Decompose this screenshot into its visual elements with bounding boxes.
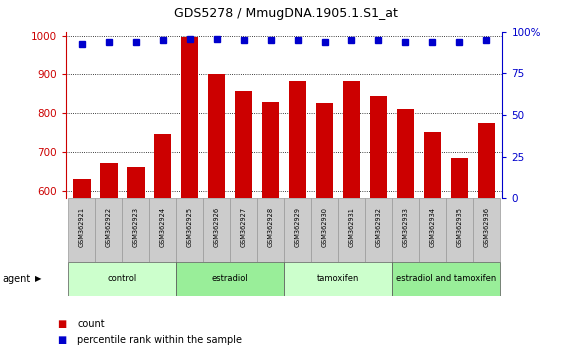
Text: GSM362926: GSM362926 [214, 207, 220, 247]
Text: GSM362927: GSM362927 [240, 207, 247, 247]
Text: GSM362930: GSM362930 [321, 207, 328, 247]
Text: GSM362921: GSM362921 [79, 207, 85, 247]
Text: agent: agent [3, 274, 31, 284]
Bar [73, 179, 91, 354]
Bar [69, 262, 176, 296]
Text: tamoxifen: tamoxifen [317, 274, 359, 283]
Text: GSM362935: GSM362935 [456, 207, 463, 247]
Text: ▶: ▶ [35, 274, 42, 283]
Bar [392, 262, 500, 296]
Text: percentile rank within the sample: percentile rank within the sample [77, 335, 242, 345]
Bar [127, 167, 144, 354]
Text: GDS5278 / MmugDNA.1905.1.S1_at: GDS5278 / MmugDNA.1905.1.S1_at [174, 7, 397, 20]
Bar [316, 103, 333, 354]
Text: ■: ■ [57, 319, 66, 329]
Text: GSM362931: GSM362931 [348, 207, 355, 247]
Text: GSM362933: GSM362933 [403, 207, 408, 247]
Bar [284, 198, 311, 262]
Bar [181, 37, 199, 354]
Text: control: control [108, 274, 137, 283]
Bar [392, 198, 419, 262]
Bar [338, 198, 365, 262]
Text: estradiol: estradiol [212, 274, 248, 283]
Text: GSM362936: GSM362936 [483, 207, 489, 247]
Bar [289, 81, 306, 354]
Bar [311, 198, 338, 262]
Bar [446, 198, 473, 262]
Bar [203, 198, 230, 262]
Bar [284, 262, 392, 296]
Bar [69, 198, 95, 262]
Text: GSM362932: GSM362932 [376, 207, 381, 247]
Bar [235, 91, 252, 354]
Bar [154, 135, 171, 354]
Bar [176, 262, 284, 296]
Bar [397, 109, 414, 354]
Bar [262, 102, 279, 354]
Bar [451, 158, 468, 354]
Text: ■: ■ [57, 335, 66, 345]
Bar [149, 198, 176, 262]
Bar [365, 198, 392, 262]
Bar [473, 198, 500, 262]
Bar [122, 198, 149, 262]
Bar [369, 96, 387, 354]
Bar [100, 164, 118, 354]
Bar [208, 74, 226, 354]
Bar [95, 198, 122, 262]
Bar [257, 198, 284, 262]
Bar [176, 198, 203, 262]
Text: GSM362924: GSM362924 [160, 207, 166, 247]
Bar [424, 132, 441, 354]
Text: GSM362929: GSM362929 [295, 207, 300, 247]
Text: GSM362922: GSM362922 [106, 207, 112, 247]
Bar [477, 123, 495, 354]
Text: GSM362923: GSM362923 [133, 207, 139, 247]
Bar [343, 81, 360, 354]
Bar [419, 198, 446, 262]
Bar [230, 198, 257, 262]
Text: estradiol and tamoxifen: estradiol and tamoxifen [396, 274, 496, 283]
Text: GSM362928: GSM362928 [268, 207, 274, 247]
Text: GSM362925: GSM362925 [187, 207, 192, 247]
Text: count: count [77, 319, 104, 329]
Text: GSM362934: GSM362934 [429, 207, 435, 247]
